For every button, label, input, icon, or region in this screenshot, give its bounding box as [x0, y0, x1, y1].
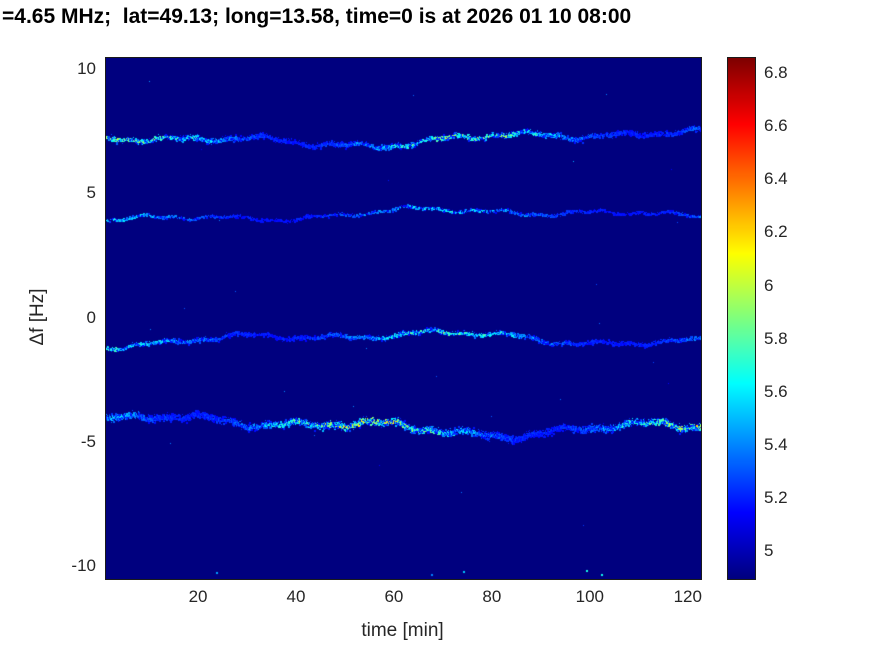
colorbar-tick-label: 6.6 — [764, 116, 788, 136]
colorbar-tick-label: 6.8 — [764, 62, 788, 82]
chart-title: =4.65 MHz; lat=49.13; long=13.58, time=0… — [2, 5, 632, 28]
colorbar-tick-label: 5.4 — [764, 435, 788, 455]
x-tick-label: 60 — [384, 587, 404, 606]
y-tick-label: 0 — [86, 307, 96, 327]
y-tick-label: 10 — [77, 59, 96, 79]
colorbar-tick-label: 5.8 — [764, 328, 788, 348]
x-tick-label: 80 — [482, 587, 502, 606]
colorbar-tick-label: 5.6 — [764, 381, 788, 401]
colorbar-tick-label: 5.2 — [764, 488, 788, 508]
y-tick-label: 5 — [86, 183, 96, 203]
colorbar-tick-label: 6 — [764, 275, 774, 295]
y-tick-label: -5 — [80, 431, 96, 451]
colorbar-tick-label: 6.4 — [764, 169, 788, 189]
x-tick-label: 100 — [575, 587, 604, 606]
x-axis-label: time [min] — [361, 620, 444, 641]
x-tick-label: 20 — [188, 587, 208, 606]
colorbar-canvas — [727, 57, 756, 580]
y-tick-label: -10 — [71, 555, 96, 575]
x-tick-label: 40 — [286, 587, 306, 606]
x-tick-label: 120 — [673, 587, 702, 606]
colorbar-tick-label: 6.2 — [764, 222, 788, 242]
y-axis-label: Δf [Hz] — [27, 288, 48, 346]
colorbar-tick-label: 5 — [764, 541, 774, 561]
heatmap-canvas — [105, 57, 702, 580]
